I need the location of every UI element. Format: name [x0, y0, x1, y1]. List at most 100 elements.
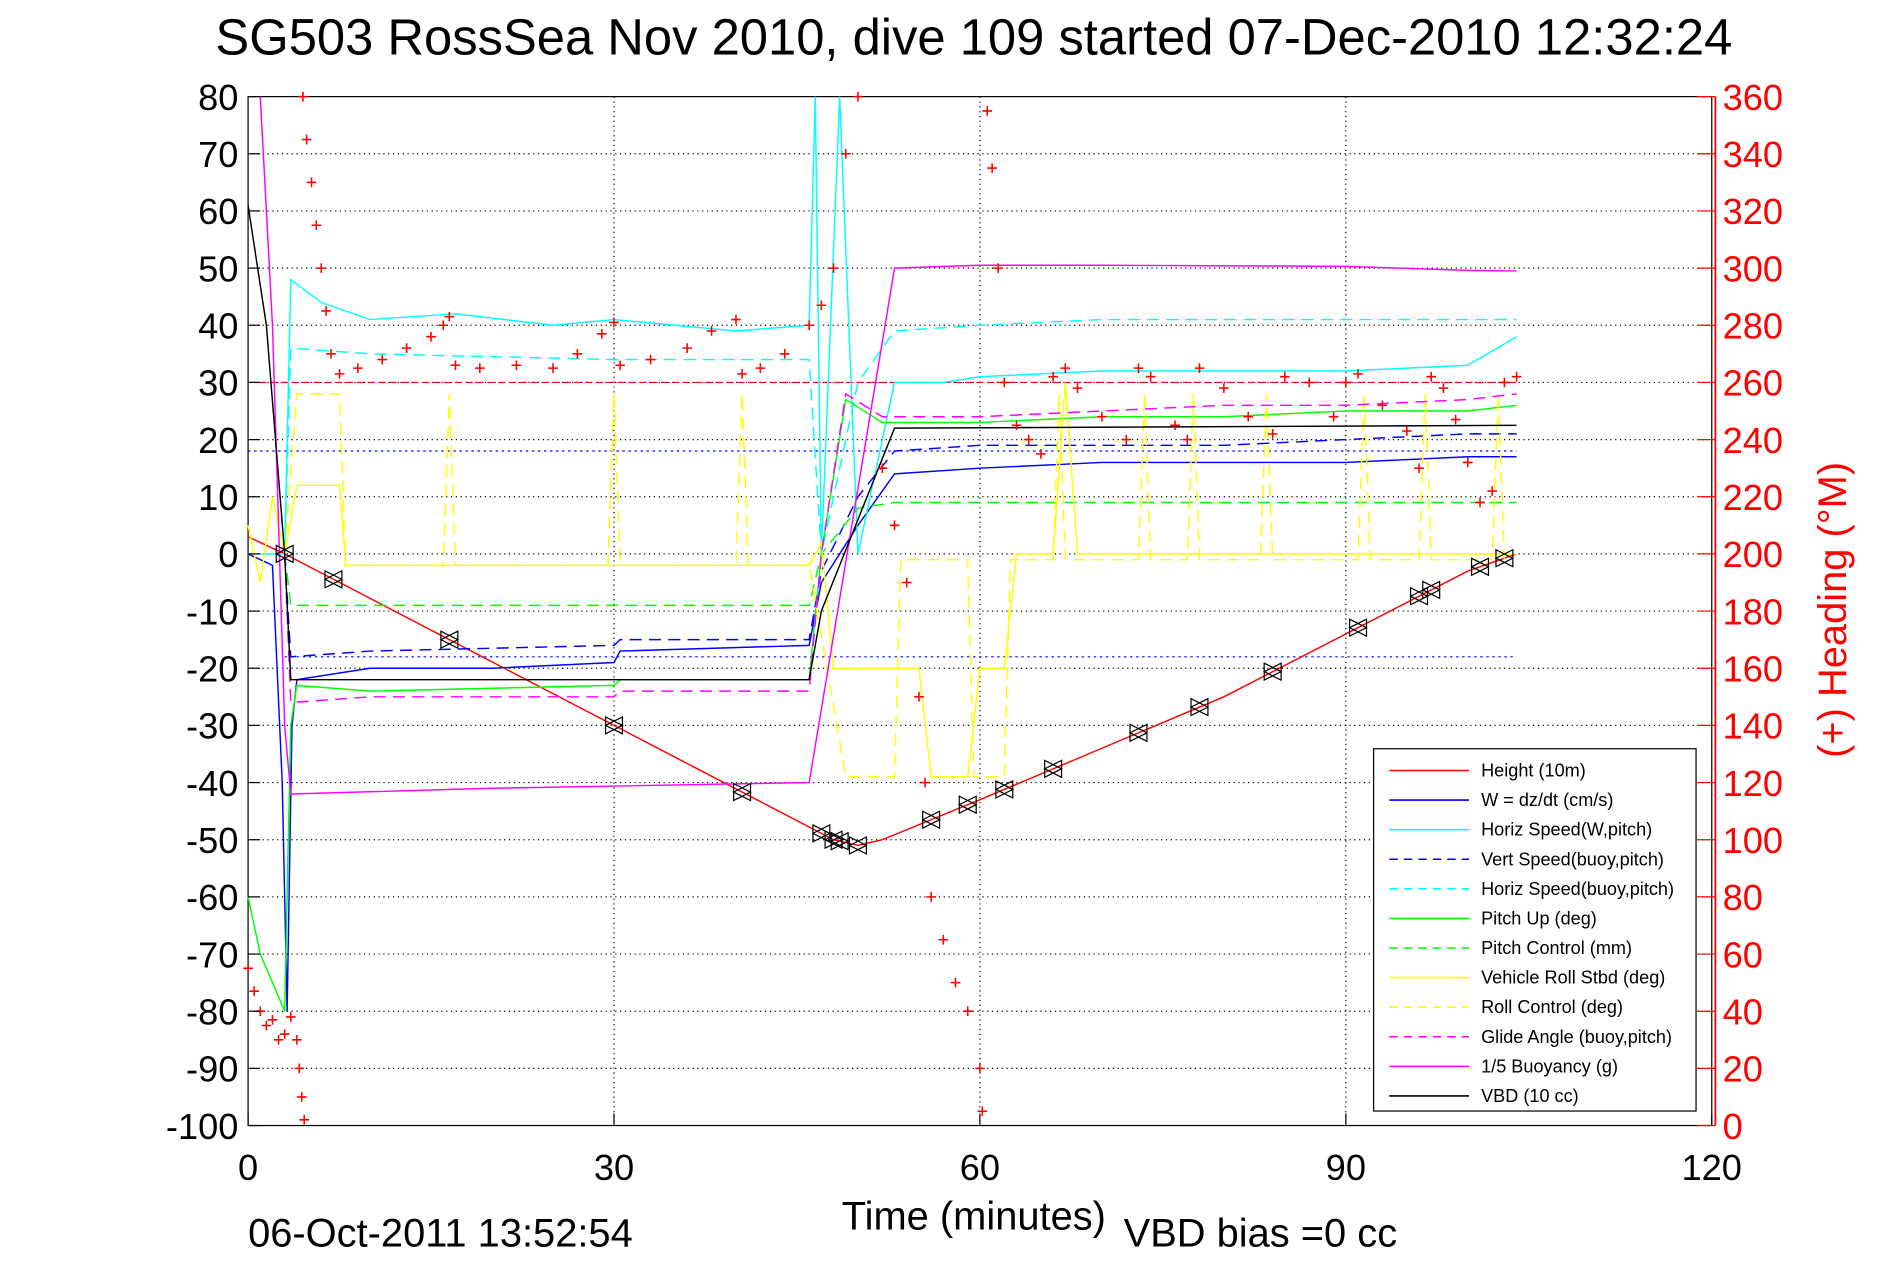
- depth-marker: [1421, 580, 1442, 600]
- heading-point: [243, 963, 253, 974]
- chart-title: SG503 RossSea Nov 2010, dive 109 started…: [215, 8, 1732, 65]
- heading-point: [1145, 371, 1156, 382]
- y-tick-label: -60: [186, 877, 238, 918]
- legend: Height (10m) W = dz/dt (cm/s) Horiz Speed(…: [1373, 748, 1697, 1112]
- heading-point: [1243, 411, 1254, 422]
- heading-point: [1219, 383, 1229, 393]
- heading-point: [962, 1006, 973, 1017]
- depth-marker: [1043, 759, 1063, 779]
- series-line-10: [259, 96, 1517, 795]
- heading-point: [706, 326, 717, 336]
- heading-point: [1097, 411, 1107, 422]
- depth-marker: [1494, 548, 1515, 568]
- legend-label: Horiz Speed(buoy,pitch): [1481, 879, 1674, 899]
- heading-point: [914, 691, 924, 702]
- heading-point: [548, 363, 558, 373]
- depth-marker: [1348, 618, 1368, 638]
- heading-point: [285, 1012, 296, 1022]
- heading-point: [938, 934, 949, 945]
- y-tick-label: -20: [186, 649, 238, 690]
- heading-point: [596, 329, 607, 339]
- heading-point: [1414, 463, 1424, 473]
- heading-point: [920, 777, 930, 788]
- heading-point: [1036, 449, 1046, 459]
- legend-label: Height (10m): [1481, 761, 1586, 781]
- right-y-tick-label: 120: [1723, 763, 1783, 804]
- series-line-9: [283, 392, 1517, 704]
- y-tick-label: 20: [198, 420, 238, 461]
- depth-markers: [274, 544, 1515, 855]
- heading-point: [299, 1114, 310, 1125]
- heading-point: [306, 177, 317, 188]
- series-line-7: [247, 382, 1517, 778]
- x-axis-label: Time (minutes): [842, 1194, 1106, 1238]
- y-tick-label: 10: [198, 477, 238, 518]
- y-tick-label: 50: [198, 248, 238, 289]
- x-tick-label: 90: [1326, 1147, 1366, 1188]
- heading-point: [572, 349, 583, 359]
- heading-point: [1438, 383, 1449, 393]
- y-tick-label: -10: [186, 591, 238, 632]
- legend-label: W = dz/dt (cm/s): [1481, 790, 1613, 810]
- right-y-tick-label: 20: [1723, 1049, 1763, 1090]
- heading-point: [1060, 363, 1071, 373]
- depth-marker: [732, 782, 752, 802]
- right-y-tick-label: 80: [1723, 877, 1763, 918]
- heading-point: [450, 360, 461, 371]
- y-tick-label: -70: [186, 934, 238, 975]
- right-y-tick-label: 360: [1723, 77, 1783, 118]
- heading-point: [474, 363, 485, 373]
- right-y-axis-label: (+) Heading (°M): [1811, 462, 1855, 758]
- heading-point: [1341, 377, 1351, 388]
- heading-point: [296, 1092, 307, 1102]
- heading-point: [877, 463, 888, 473]
- heading-point: [901, 577, 912, 588]
- heading-point: [1194, 363, 1205, 373]
- legend-label: Horiz Speed(W,pitch): [1481, 820, 1652, 840]
- heading-point: [334, 369, 345, 379]
- heading-point: [401, 343, 412, 353]
- heading-point: [1182, 434, 1193, 445]
- heading-point: [301, 134, 312, 145]
- heading-point: [828, 263, 839, 273]
- heading-point: [1048, 371, 1058, 382]
- heading-point: [1121, 434, 1132, 445]
- right-y-tick-label: 200: [1723, 534, 1783, 575]
- x-tick-label: 30: [594, 1147, 634, 1188]
- depth-marker: [823, 830, 844, 850]
- right-y-tick-label: 40: [1723, 991, 1763, 1032]
- heading-point: [1170, 420, 1180, 431]
- heading-point: [511, 360, 522, 371]
- heading-point: [249, 986, 260, 997]
- legend-label: Pitch Up (deg): [1481, 908, 1597, 928]
- series-line-11: [247, 205, 1517, 681]
- series-line-6: [283, 501, 1517, 607]
- legend-box: [1373, 748, 1697, 1112]
- legend-label: Pitch Control (mm): [1481, 938, 1632, 958]
- series-line-0: [247, 536, 1517, 847]
- series-line-8: [283, 393, 1506, 778]
- heading-point: [321, 306, 331, 316]
- depth-marker: [848, 836, 868, 855]
- right-y-tick-label: 260: [1723, 363, 1783, 404]
- heading-point: [1450, 414, 1461, 425]
- depth-marker: [1262, 662, 1283, 682]
- series-line-3: [283, 433, 1517, 658]
- heading-point: [755, 363, 766, 373]
- x-tick-label: 0: [238, 1147, 258, 1188]
- heading-point: [804, 320, 814, 331]
- y-tick-label: 80: [198, 77, 238, 118]
- heading-point: [326, 349, 336, 359]
- heading-point: [279, 1029, 290, 1039]
- y-tick-label: 0: [218, 534, 238, 575]
- heading-point: [1267, 429, 1278, 439]
- heading-point: [950, 977, 961, 988]
- heading-point: [426, 331, 436, 342]
- right-y-tick-label: 100: [1723, 820, 1783, 861]
- heading-point: [982, 106, 993, 116]
- right-y-tick-label: 140: [1723, 706, 1783, 747]
- heading-point: [999, 377, 1010, 388]
- depth-marker: [274, 544, 295, 564]
- heading-point: [1353, 369, 1363, 379]
